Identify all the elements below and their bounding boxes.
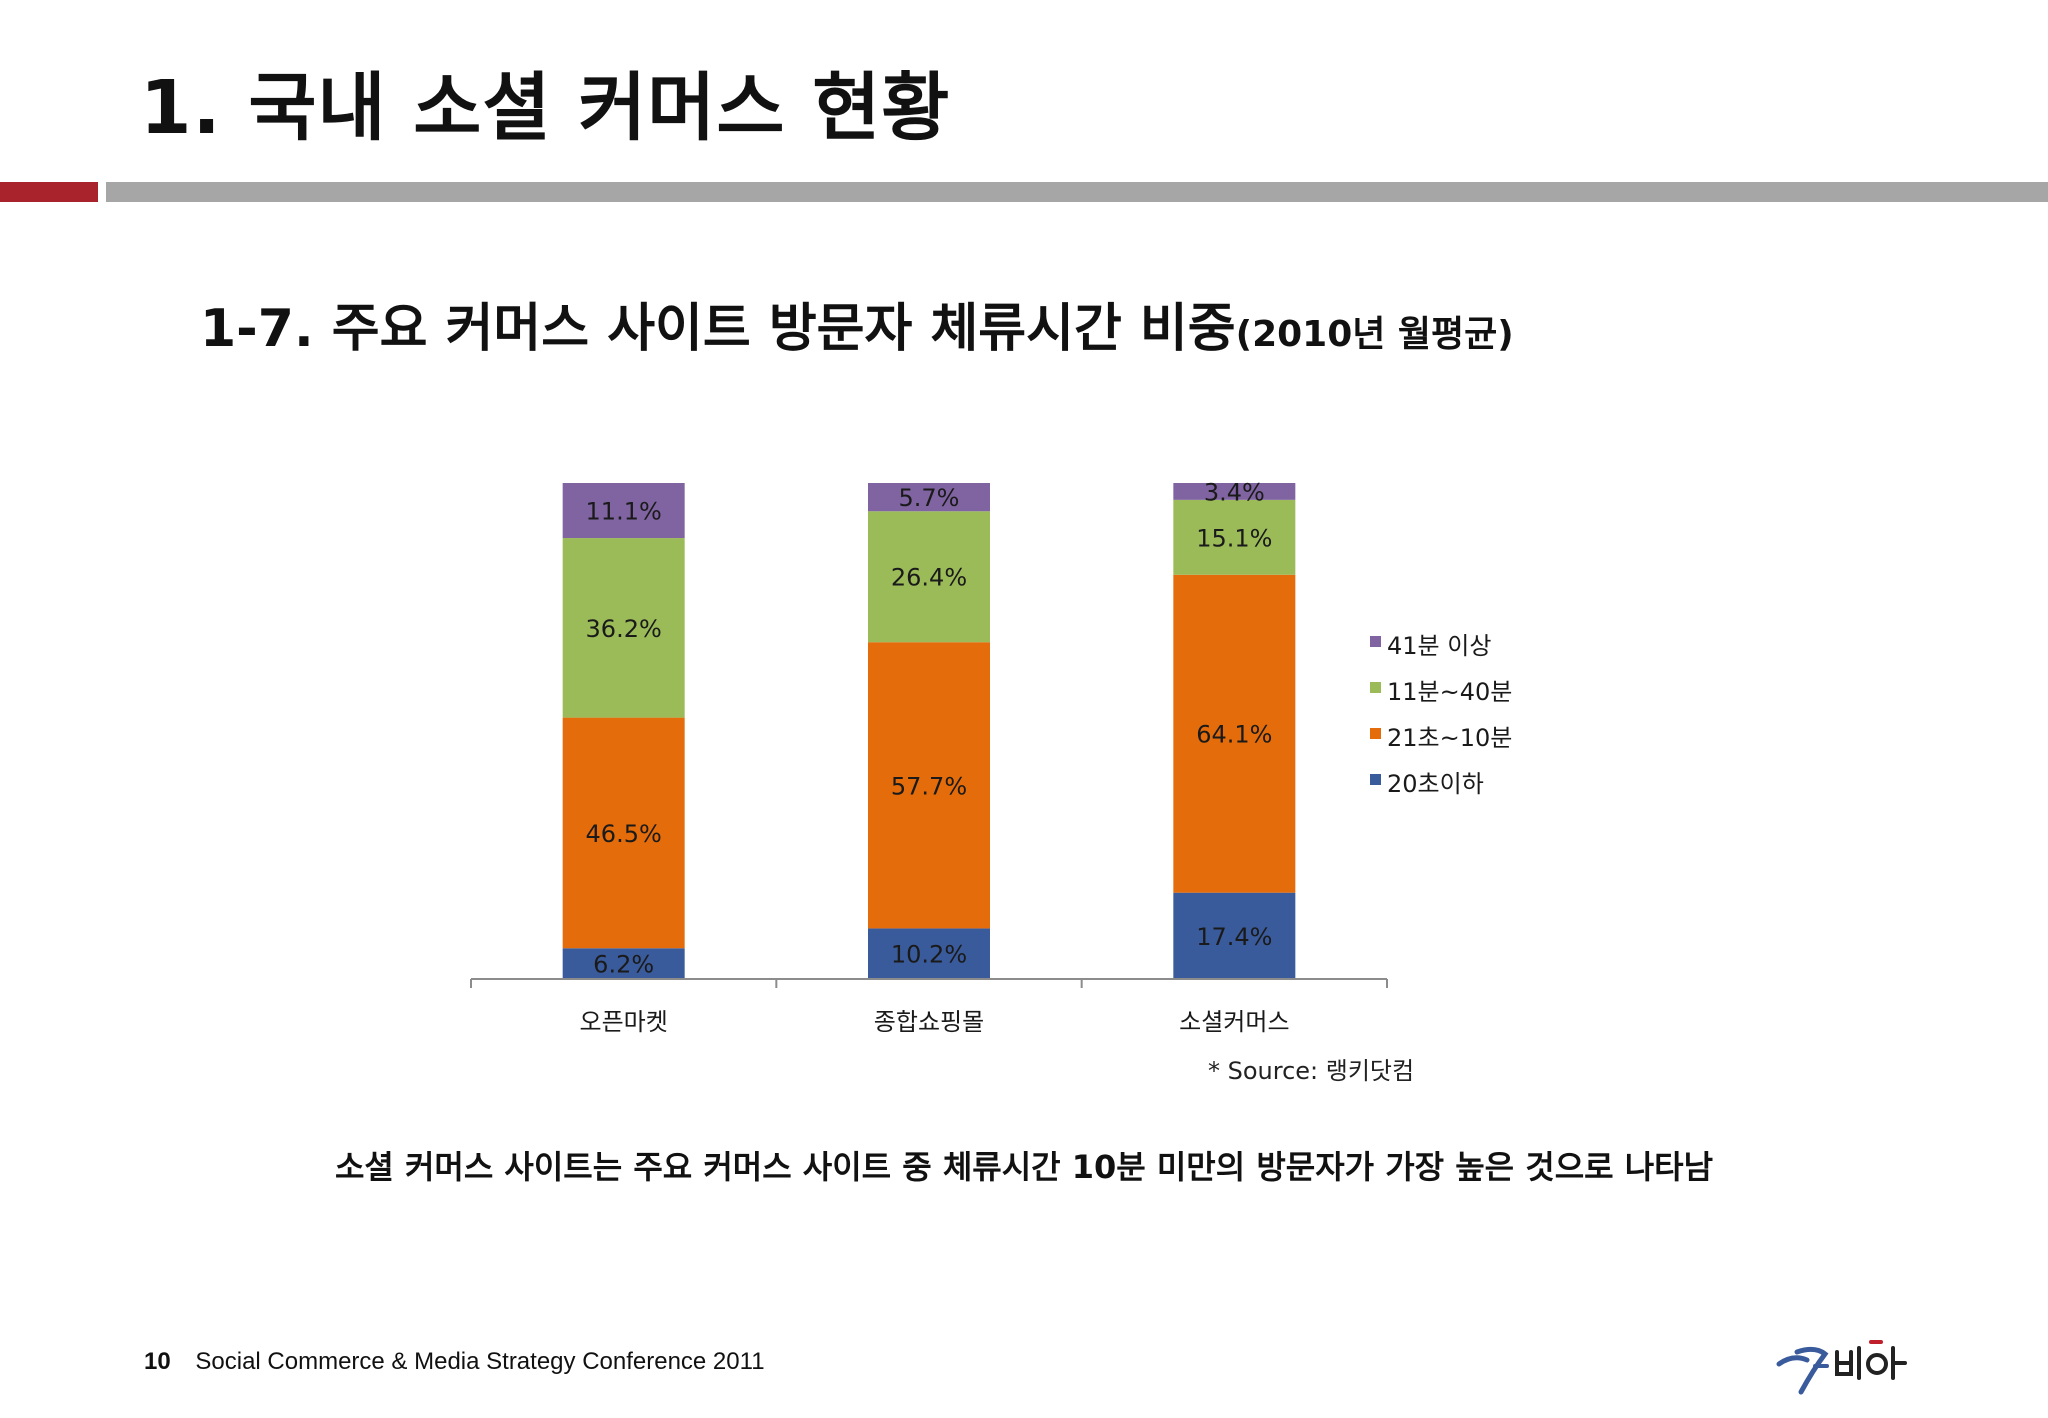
conclusion-text: 소셜 커머스 사이트는 주요 커머스 사이트 중 체류시간 10분 미만의 방문… (334, 1148, 1714, 1186)
bar-group: 6.2% 46.5% 36.2% 11.1% 10.2% 57.7% 26.4% 5.7% 17… (562, 478, 1296, 979)
bar-segment (1173, 483, 1296, 500)
title-divider-bar (106, 182, 2048, 202)
legend-label: 41분 이상 (1387, 632, 1491, 660)
x-tick-label: 소셜커머스 (1179, 1008, 1289, 1036)
slide-footer: 10 Social Commerce & Media Strategy Conf… (144, 1348, 765, 1376)
bar-segment (868, 483, 990, 512)
footer-conference-name: Social Commerce & Media Strategy Confere… (195, 1348, 765, 1375)
bar-segment (562, 538, 685, 718)
bar-data-label: 6.2% (593, 951, 654, 979)
bar-segment (868, 928, 990, 979)
x-tick-label: 종합쇼핑몰 (874, 1008, 984, 1036)
legend-swatch (1370, 682, 1381, 693)
bar-data-label: 57.7% (891, 772, 967, 800)
bar-segment (562, 948, 685, 979)
legend-label: 21초~10분 (1387, 724, 1512, 752)
bar-segment (1173, 892, 1296, 979)
bar-data-label: 11.1% (586, 498, 662, 526)
company-logo (1776, 1340, 1907, 1395)
bar-data-label: 5.7% (899, 484, 960, 512)
x-tick-label: 오픈마켓 (580, 1008, 668, 1036)
bar-data-label: 10.2% (891, 941, 967, 969)
page-number: 10 (144, 1348, 171, 1375)
chart-heading: 1-7. 주요 커머스 사이트 방문자 체류시간 비중(2010년 월평균) (200, 286, 1514, 361)
bar-data-label: 46.5% (586, 820, 662, 848)
chart-source-note: * Source: 랭키닷컴 (1208, 1057, 1414, 1085)
stacked-bar-chart: 6.2% 46.5% 36.2% 11.1% 10.2% 57.7% 26.4% 5.7% 17… (470, 478, 1512, 1085)
legend-swatch (1370, 636, 1381, 647)
bar-data-label: 17.4% (1196, 923, 1272, 951)
bar-data-label: 15.1% (1196, 524, 1272, 552)
chart-heading-main: 1-7. 주요 커머스 사이트 방문자 체류시간 비중 (200, 299, 1236, 359)
bar-segment (868, 511, 990, 643)
legend-swatch (1370, 774, 1381, 785)
bar-data-label: 36.2% (586, 615, 662, 643)
legend-swatch (1370, 728, 1381, 739)
bar-segment (562, 717, 685, 949)
bar-data-label: 26.4% (891, 564, 967, 592)
bar-segment (562, 483, 685, 539)
bar-data-label: 64.1% (1196, 721, 1272, 749)
legend-label: 20초이하 (1387, 770, 1484, 798)
x-axis: 오픈마켓 종합쇼핑몰 소셜커머스 (470, 978, 1388, 1036)
bar-segment (868, 642, 990, 929)
title-accent-bar (0, 182, 98, 202)
chart-legend: 41분 이상 11분~40분 21초~10분 20초이하 (1370, 632, 1512, 798)
chart-heading-suffix: (2010년 월평균) (1235, 314, 1514, 355)
bar-segment (1173, 574, 1296, 893)
bar-segment (1173, 499, 1296, 575)
slide-title: 1. 국내 소셜 커머스 현황 (140, 65, 951, 151)
legend-label: 11분~40분 (1387, 678, 1512, 706)
bar-data-label: 3.4% (1204, 478, 1265, 506)
